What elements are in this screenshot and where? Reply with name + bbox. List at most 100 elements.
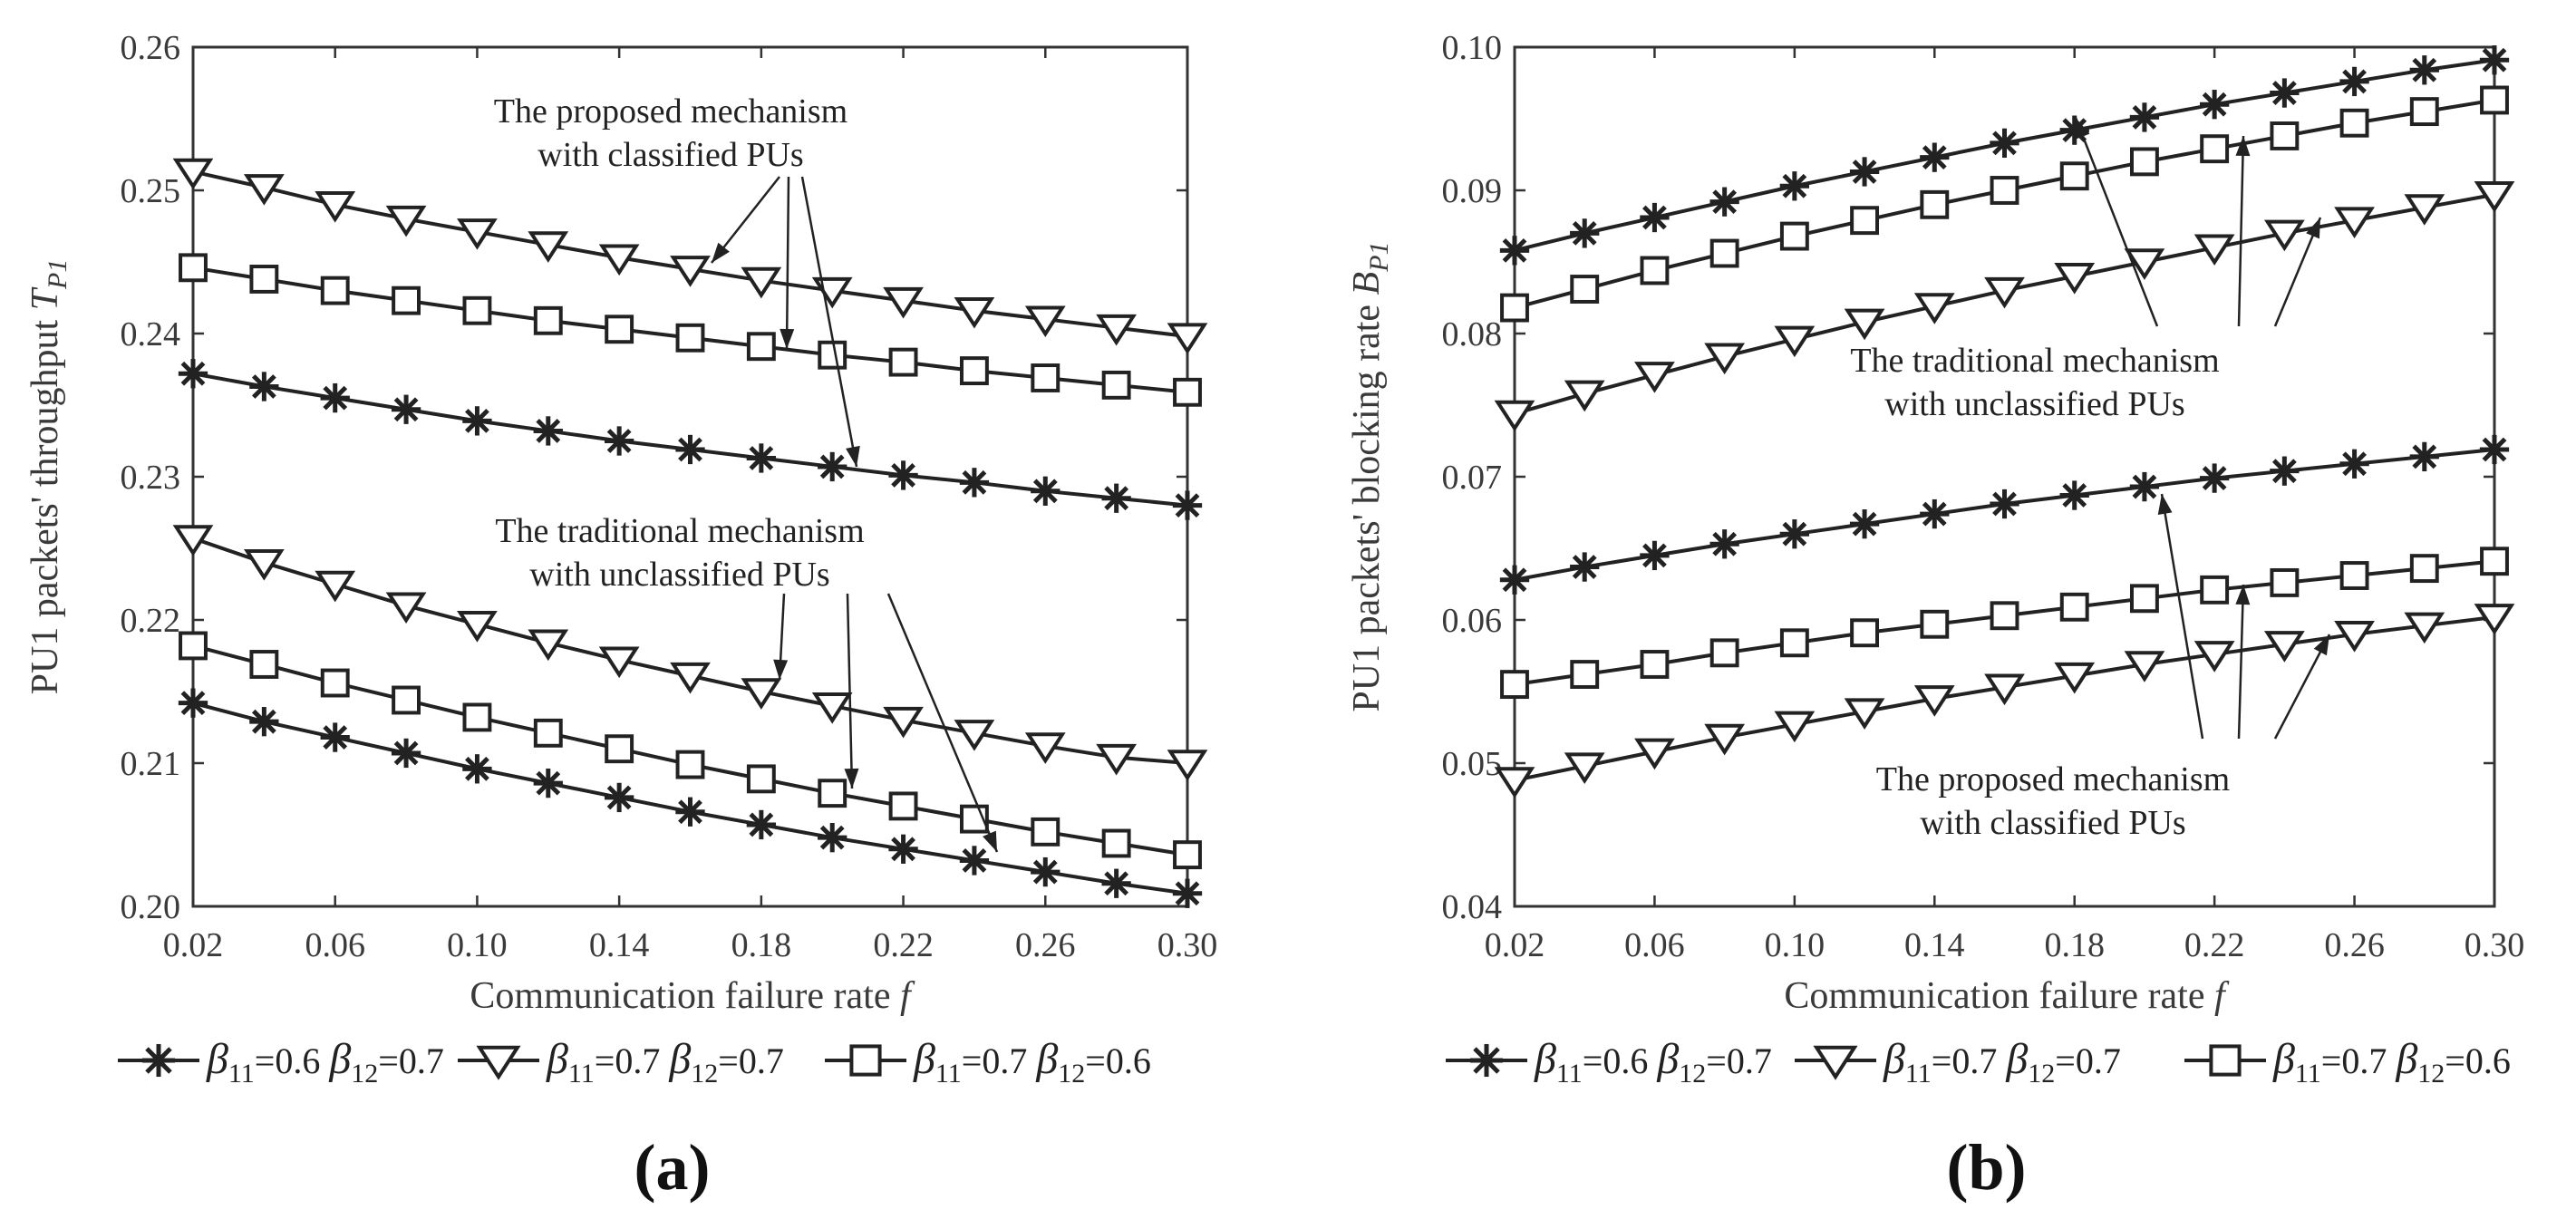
data-point xyxy=(457,218,498,250)
y-tick-label: 0.06 xyxy=(1442,602,1503,640)
legend-marker xyxy=(1469,1043,1504,1078)
legend-marker xyxy=(476,1045,521,1080)
data-point xyxy=(1990,176,2019,205)
data-point xyxy=(1920,609,1950,639)
annotation-arrow xyxy=(800,176,860,468)
annotation-arrow xyxy=(2273,634,2331,740)
data-point xyxy=(1990,128,2019,159)
series-star-3 xyxy=(1499,434,2510,595)
series-triangle-4 xyxy=(1494,604,2515,798)
panel-label: (b) xyxy=(1947,1131,2027,1204)
data-point xyxy=(2200,134,2230,164)
annotation-arrow xyxy=(2235,135,2251,327)
legend-marker xyxy=(1813,1045,1858,1080)
annotation: The proposed mechanism with classified PU… xyxy=(494,92,860,468)
data-point xyxy=(1844,308,1885,341)
data-point xyxy=(675,323,705,353)
x-tick-label: 0.30 xyxy=(1157,926,1218,964)
x-axis-label: Communication failure rate f xyxy=(1784,975,2230,1017)
data-point xyxy=(670,256,711,287)
data-point xyxy=(2409,441,2439,472)
legend-item: β11=0.6 β12=0.7 xyxy=(1446,1035,1772,1089)
data-point xyxy=(2404,612,2445,644)
x-tick-label: 0.30 xyxy=(2465,926,2525,964)
data-point xyxy=(462,754,492,784)
data-point xyxy=(888,834,918,864)
y-tick-label: 0.26 xyxy=(121,29,181,67)
data-point xyxy=(179,253,208,283)
annotation-text: with unclassified PUs xyxy=(1884,385,2184,423)
data-point xyxy=(2339,66,2369,97)
panel-label: (a) xyxy=(634,1131,711,1204)
data-point xyxy=(818,779,847,808)
data-point xyxy=(888,460,918,490)
y-tick-label: 0.04 xyxy=(1442,888,1503,926)
data-point xyxy=(1709,238,1739,268)
legend-label: β11=0.7 β12=0.6 xyxy=(2272,1035,2511,1089)
data-point xyxy=(1564,752,1605,784)
legend-item: β11=0.7 β12=0.6 xyxy=(2184,1035,2511,1089)
x-tick-label: 0.26 xyxy=(1015,926,1076,964)
data-point xyxy=(888,347,918,377)
data-point xyxy=(1172,490,1203,520)
annotation-arrow xyxy=(2273,217,2322,327)
data-point xyxy=(1913,685,1955,717)
data-point xyxy=(1640,540,1670,571)
data-point xyxy=(675,797,705,827)
data-point xyxy=(1640,256,1670,285)
data-point xyxy=(392,285,421,315)
data-point xyxy=(385,205,427,237)
data-point xyxy=(2200,575,2230,605)
data-point xyxy=(2129,471,2160,502)
data-point xyxy=(172,158,214,190)
x-tick-label: 0.10 xyxy=(447,926,508,964)
data-point xyxy=(249,265,279,294)
legend-label: β11=0.7 β12=0.6 xyxy=(913,1035,1151,1089)
data-point xyxy=(2193,234,2235,266)
data-point xyxy=(2339,561,2369,590)
data-point xyxy=(959,846,990,876)
data-point xyxy=(1031,363,1060,392)
data-point xyxy=(2334,207,2375,239)
data-point xyxy=(249,650,279,679)
annotation: The traditional mechanism with unclassifi… xyxy=(1850,117,2322,423)
data-point xyxy=(2270,121,2300,150)
data-point xyxy=(1564,380,1605,412)
legend: β11=0.6 β12=0.7 β11=0.7 β12=0.7 β11=0.7 β1… xyxy=(1446,1035,2511,1089)
legend-marker xyxy=(849,1044,882,1077)
data-point xyxy=(670,662,711,694)
data-point xyxy=(1709,529,1739,559)
data-point xyxy=(315,570,356,603)
data-point xyxy=(1990,489,2019,519)
data-point xyxy=(959,356,989,386)
annotation: The proposed mechanism with classified PU… xyxy=(1876,493,2331,842)
data-point xyxy=(2054,662,2096,694)
data-point xyxy=(1494,767,1535,798)
data-point xyxy=(605,315,634,344)
x-tick-label: 0.14 xyxy=(1904,926,1965,964)
series-square-5 xyxy=(1500,547,2509,700)
data-point xyxy=(2409,55,2439,85)
legend-label: β11=0.7 β12=0.7 xyxy=(546,1035,784,1089)
data-point xyxy=(2334,621,2375,653)
data-point xyxy=(954,720,995,751)
data-point xyxy=(1913,293,1955,324)
data-point xyxy=(1920,498,1950,529)
legend-marker xyxy=(2209,1044,2242,1077)
data-point xyxy=(462,406,492,436)
legend-label: β11=0.6 β12=0.7 xyxy=(206,1035,444,1089)
data-point xyxy=(1779,628,1809,658)
data-point xyxy=(1779,171,1810,201)
data-point xyxy=(2270,78,2300,108)
data-point xyxy=(2474,180,2515,213)
y-tick-label: 0.10 xyxy=(1442,29,1503,67)
data-point xyxy=(1844,698,1885,730)
data-point xyxy=(1031,817,1060,847)
data-point xyxy=(2199,90,2230,120)
data-point xyxy=(605,734,634,764)
data-point xyxy=(604,426,634,456)
data-point xyxy=(2129,584,2159,614)
x-tick-label: 0.26 xyxy=(2324,926,2385,964)
x-tick-label: 0.22 xyxy=(873,926,934,964)
data-point xyxy=(1779,221,1809,251)
